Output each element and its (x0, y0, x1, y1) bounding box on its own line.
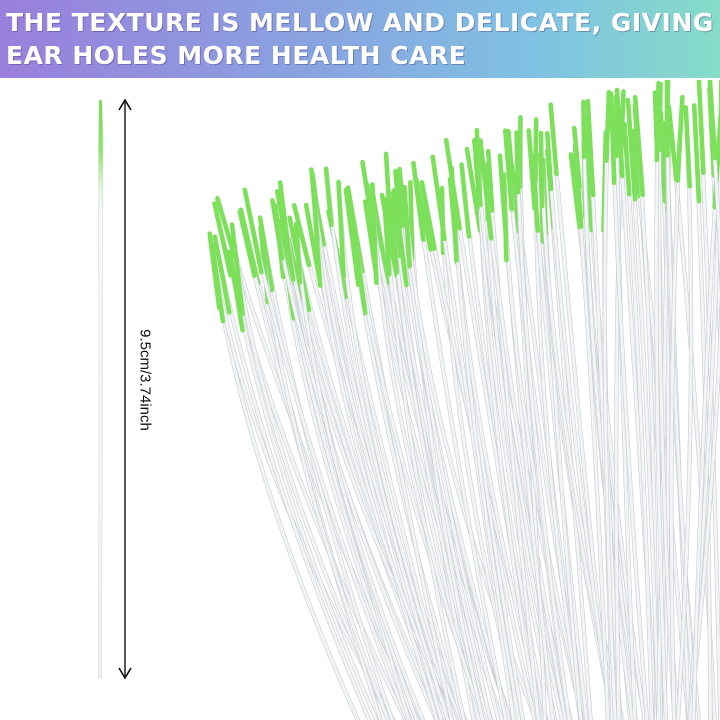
stick-tip (209, 242, 226, 324)
single-stick-image (98, 99, 104, 679)
stick-tip (237, 209, 257, 278)
stick-tip (683, 105, 692, 189)
stick-tip (323, 166, 334, 228)
stick-tip (391, 188, 409, 288)
stick-tip (293, 221, 303, 285)
stick-tip (402, 184, 412, 269)
stick-tip (472, 138, 483, 208)
header-banner: THE TEXTURE IS MELLOW AND DELICATE, GIVI… (0, 0, 720, 78)
stick-tip (419, 180, 437, 251)
stick-tip (630, 128, 642, 199)
stick-strand-fill (582, 100, 634, 720)
stick-tip (212, 234, 232, 315)
stick-tip (538, 130, 545, 209)
stick-tip (614, 87, 625, 179)
stick-tip (459, 162, 472, 239)
stick-tip (691, 103, 702, 204)
stick-tip (343, 187, 361, 288)
stick-tip (501, 172, 509, 263)
stick-tip (622, 121, 632, 197)
stick-strand-fill (294, 222, 425, 720)
stick-strand-fill (676, 105, 693, 720)
stick-strand-fill (657, 82, 676, 720)
headline-text: THE TEXTURE IS MELLOW AND DELICATE, GIVI… (6, 8, 714, 70)
stick-strand-fill (515, 131, 571, 720)
stick-tip (604, 89, 612, 163)
stick-tip (349, 213, 368, 316)
stick-tip (229, 222, 245, 316)
stick-strand-fill (545, 131, 613, 720)
stick-strand-fill (486, 149, 540, 720)
stick-tip (503, 128, 514, 212)
stick-tip (215, 196, 237, 259)
stick-tip (397, 166, 407, 228)
stick-strand-fill (654, 81, 668, 720)
stick-tip (707, 80, 718, 161)
stick-strand-fill (614, 95, 637, 720)
stick-tip (413, 176, 433, 252)
stick-strand-fill (623, 122, 654, 720)
stick-strand-fill (324, 167, 450, 720)
stick-tip (625, 97, 638, 202)
stick-tip (545, 131, 554, 192)
stick-strand-fill (603, 90, 617, 720)
stick-tip (282, 221, 296, 282)
stick-tip (572, 144, 584, 230)
stick-strand-fill (688, 310, 720, 720)
stick-tip (632, 95, 645, 198)
stick-tip (242, 187, 264, 275)
stick-tip (212, 201, 233, 278)
stick-tip (608, 91, 617, 186)
stick-tip (585, 98, 596, 198)
stick-tip (443, 138, 462, 231)
stick-tip (478, 138, 494, 241)
stick-tip (485, 148, 495, 213)
stick-tip (530, 154, 541, 233)
stick-tip (227, 249, 245, 333)
stick-tip (336, 179, 346, 279)
stick-tip (388, 196, 399, 276)
stick-tip (270, 198, 285, 261)
stick-tip (548, 102, 559, 177)
stick-strands (207, 80, 720, 720)
stick-tip (411, 160, 426, 242)
stick-tip (464, 146, 483, 233)
stick-tip (675, 94, 685, 183)
stick-strand-fill (665, 80, 698, 720)
stick-tip (311, 194, 323, 288)
stick-tip (514, 130, 521, 195)
stick-tip (666, 104, 679, 182)
stick-tip (696, 80, 706, 176)
stick-tip (370, 182, 379, 285)
stick-tip (430, 154, 447, 242)
length-measure-arrow (118, 98, 132, 680)
stick-tip (383, 151, 394, 241)
length-label: 9.5cm/3.74inch (136, 329, 154, 431)
stick-tip (654, 80, 661, 163)
stick-bundle-image (207, 80, 720, 720)
stick-tip (291, 202, 312, 268)
stick-tip (581, 99, 587, 160)
